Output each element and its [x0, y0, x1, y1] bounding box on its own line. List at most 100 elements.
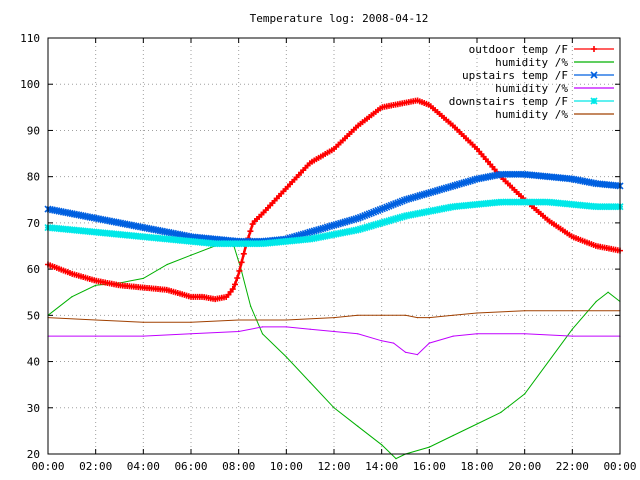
x-tick-label: 10:00: [270, 460, 303, 473]
data-point: [476, 312, 478, 314]
data-point: [261, 212, 264, 215]
data-point: [428, 342, 430, 344]
data-point: [381, 444, 383, 446]
data-point: [547, 175, 550, 178]
data-point: [476, 148, 478, 150]
data-point: [190, 235, 192, 238]
y-tick-label: 50: [27, 309, 40, 322]
data-point: [238, 319, 240, 321]
data-point: [571, 310, 573, 312]
data-point: [381, 314, 383, 316]
data-point: [71, 212, 73, 215]
data-point: [500, 201, 502, 203]
data-point: [166, 238, 168, 240]
series-marker: [229, 286, 236, 293]
data-point: [71, 272, 73, 275]
data-point: [190, 240, 192, 243]
data-point: [404, 101, 407, 104]
y-tick-label: 100: [20, 78, 40, 91]
axes: 20 30 40 50 60 70 80 90 100 110 00:00 02:00 04:00 06:…: [20, 32, 636, 473]
series-2-upstairs-temp-f: [44, 170, 624, 245]
series-marker: [240, 250, 247, 257]
data-point: [166, 231, 168, 233]
data-point: [237, 242, 240, 245]
y-tick-label: 20: [27, 448, 40, 461]
data-point: [404, 351, 407, 353]
data-point: [309, 231, 311, 233]
data-point: [333, 317, 335, 319]
data-point: [190, 296, 192, 298]
data-point: [392, 342, 395, 344]
x-tick-label: 22:00: [556, 460, 589, 473]
data-point: [118, 233, 121, 236]
data-point: [94, 231, 97, 233]
x-tick-label: 02:00: [79, 460, 112, 473]
data-point: [237, 272, 240, 275]
legend-label: upstairs temp /F: [462, 69, 568, 82]
data-point: [214, 298, 216, 300]
data-point: [416, 99, 419, 102]
series-5-humidity: [47, 310, 621, 323]
data-point: [523, 173, 526, 176]
data-point: [571, 328, 573, 330]
legend-entry: outdoor temp /F: [469, 43, 614, 56]
data-point: [571, 178, 574, 180]
data-point: [595, 245, 597, 247]
legend-marker: [590, 71, 598, 79]
legend-label: downstairs temp /F: [449, 95, 568, 108]
data-point: [333, 233, 335, 236]
data-point: [357, 217, 359, 220]
legend-entry: humidity /%: [495, 56, 614, 69]
data-point: [524, 310, 526, 312]
legend-entry: upstairs temp /F: [462, 69, 614, 82]
data-point: [190, 321, 192, 323]
data-point: [381, 340, 383, 342]
legend-label: outdoor temp /F: [469, 43, 568, 56]
data-point: [357, 229, 359, 231]
data-point: [380, 208, 383, 210]
data-point: [595, 182, 597, 185]
x-tick-label: 06:00: [174, 460, 207, 473]
data-point: [333, 224, 335, 226]
data-point: [428, 192, 431, 194]
data-point: [476, 178, 478, 180]
data-point: [95, 335, 97, 337]
data-point: [571, 203, 574, 206]
legend-marker: [591, 46, 597, 52]
data-point: [380, 222, 383, 224]
data-point: [285, 187, 288, 190]
data-point: [428, 104, 431, 106]
data-point: [94, 217, 97, 220]
y-tick-label: 80: [27, 171, 40, 184]
series-1-humidity: [47, 245, 621, 460]
x-tick-label: 00:00: [31, 460, 64, 473]
chart-title: Temperature log: 2008-04-12: [250, 12, 429, 25]
legend-entry: humidity /%: [495, 108, 614, 121]
y-tick-label: 90: [27, 124, 40, 137]
series-marker: [238, 259, 245, 266]
y-tick-label: 40: [27, 356, 40, 369]
data-point: [309, 328, 311, 330]
data-point: [357, 425, 359, 427]
data-point: [309, 162, 311, 164]
data-point: [166, 263, 168, 266]
series-marker: [236, 267, 243, 274]
data-point: [202, 296, 204, 298]
data-point: [261, 326, 264, 328]
data-point: [95, 284, 97, 286]
data-point: [333, 407, 335, 409]
x-tick-label: 12:00: [317, 460, 350, 473]
data-point: [428, 317, 430, 319]
data-point: [547, 201, 550, 203]
data-point: [214, 238, 216, 240]
data-point: [523, 201, 526, 203]
x-tick-label: 00:00: [603, 460, 636, 473]
data-point: [428, 446, 430, 448]
legend-marker: [590, 97, 598, 105]
data-point: [595, 205, 597, 208]
data-point: [404, 198, 407, 201]
legend-label: humidity /%: [495, 56, 568, 69]
data-point: [142, 226, 145, 229]
